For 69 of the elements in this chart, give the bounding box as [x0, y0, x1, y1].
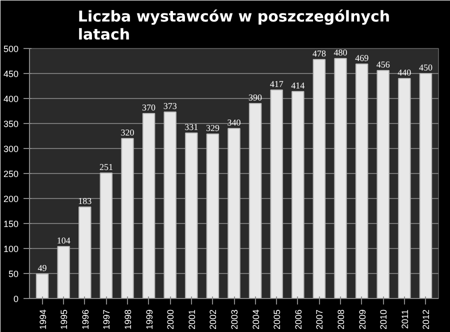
data-label: 390: [248, 92, 263, 102]
bar: [292, 91, 304, 298]
bar: [100, 172, 113, 298]
x-tick-label: 1994: [38, 309, 48, 330]
x-tick-label: 1997: [102, 309, 112, 330]
bar: [312, 59, 326, 298]
y-tick-label: 500: [3, 44, 19, 54]
bar: [185, 132, 198, 298]
bar: [36, 274, 49, 298]
x-tick-label: 2000: [166, 309, 176, 330]
y-tick-label: 0: [13, 294, 19, 304]
data-label: 49: [38, 263, 48, 273]
x-tick-label: 2012: [421, 309, 432, 330]
data-label: 104: [56, 236, 71, 246]
data-label: 440: [398, 68, 412, 78]
x-tick-label: 2005: [272, 309, 282, 330]
x-tick-label: 2003: [230, 309, 240, 330]
data-label: 183: [78, 196, 92, 206]
bar: [142, 113, 156, 298]
bar: [78, 206, 92, 298]
bar: [419, 73, 432, 298]
y-tick-label: 450: [3, 69, 19, 79]
x-tick-label: 2004: [250, 309, 261, 330]
x-tick-label: 1998: [122, 309, 133, 330]
bar: [270, 90, 283, 298]
bar: [248, 103, 262, 298]
data-label: 329: [206, 123, 220, 133]
data-label: 417: [270, 79, 284, 89]
bar: [398, 78, 411, 298]
bar: [57, 246, 70, 298]
bar: [228, 128, 240, 298]
data-label: 456: [376, 60, 390, 70]
data-label: 450: [418, 62, 433, 72]
y-tick-label: 100: [3, 244, 19, 254]
y-tick-label: 50: [8, 269, 19, 279]
data-label: 414: [291, 80, 306, 90]
x-tick-label: 2007: [314, 309, 325, 330]
data-label: 478: [312, 48, 326, 58]
x-tick-label: 2008: [336, 309, 346, 330]
bar: [121, 138, 134, 298]
bar: [376, 70, 390, 298]
y-tick-label: 300: [3, 144, 19, 154]
x-tick-label: 1996: [80, 309, 90, 330]
x-tick-label: 2001: [186, 309, 197, 330]
bar: [206, 134, 220, 298]
data-label: 340: [227, 118, 242, 128]
chart-title: Liczba wystawców w poszczególnych latach: [78, 8, 390, 44]
x-tick-label: 1995: [59, 309, 70, 330]
y-tick-label: 150: [3, 219, 19, 229]
data-label: 320: [120, 128, 135, 138]
data-label: 469: [355, 53, 370, 63]
x-tick-label: 2009: [357, 309, 368, 330]
x-tick-label: 1999: [144, 309, 154, 330]
x-tick-label: 2011: [400, 309, 410, 329]
y-tick-label: 350: [3, 119, 19, 129]
data-label: 480: [334, 48, 348, 58]
data-label: 373: [163, 101, 178, 111]
data-label: 331: [184, 122, 198, 132]
y-tick-label: 400: [3, 94, 19, 104]
x-tick-label: 2006: [293, 309, 304, 330]
bar: [164, 112, 176, 298]
x-tick-label: 2002: [208, 309, 218, 330]
bar: [355, 64, 368, 298]
data-label: 251: [99, 162, 113, 172]
y-tick-label: 200: [3, 194, 19, 204]
bar: [334, 58, 347, 298]
data-label: 370: [142, 102, 156, 112]
y-tick-label: 250: [3, 169, 19, 179]
x-tick-label: 2010: [378, 309, 389, 330]
